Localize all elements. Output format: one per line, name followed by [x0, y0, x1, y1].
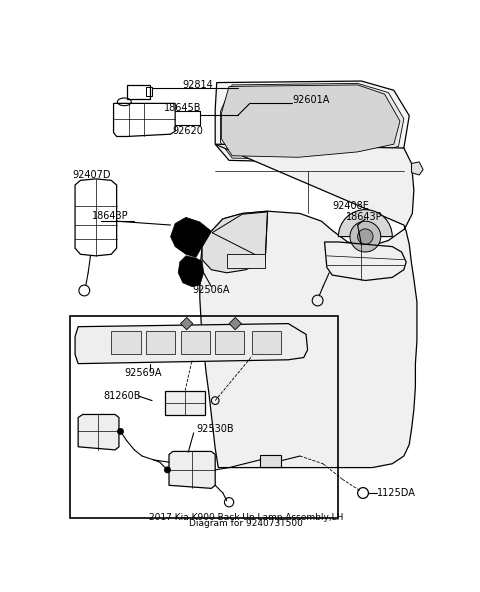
Text: 2017 Kia K900 Back Up Lamp Assembly,LH: 2017 Kia K900 Back Up Lamp Assembly,LH: [149, 513, 343, 522]
Polygon shape: [170, 217, 211, 258]
Text: 18643P: 18643P: [346, 213, 383, 223]
Polygon shape: [411, 162, 423, 175]
Polygon shape: [221, 83, 404, 160]
Bar: [146, 330, 175, 353]
Bar: [127, 85, 150, 99]
Polygon shape: [215, 81, 409, 162]
Polygon shape: [221, 85, 400, 157]
Bar: [252, 330, 281, 353]
Text: 92814: 92814: [183, 80, 214, 90]
Text: 92407D: 92407D: [72, 170, 110, 180]
Bar: [227, 255, 265, 268]
Bar: [215, 330, 244, 353]
Text: 92601A: 92601A: [292, 95, 330, 105]
Circle shape: [350, 221, 381, 252]
Text: 18645B: 18645B: [164, 103, 201, 113]
Circle shape: [358, 229, 373, 244]
Text: 92620: 92620: [173, 126, 204, 136]
Text: 1125DA: 1125DA: [377, 488, 416, 498]
Polygon shape: [229, 317, 241, 330]
Text: 92506A: 92506A: [192, 285, 229, 295]
Circle shape: [118, 429, 123, 435]
Wedge shape: [338, 210, 392, 237]
Polygon shape: [169, 452, 215, 488]
Circle shape: [164, 467, 170, 473]
Text: 81260B: 81260B: [104, 391, 141, 401]
Polygon shape: [200, 144, 417, 468]
Text: 92569A: 92569A: [124, 368, 162, 378]
Polygon shape: [202, 211, 267, 273]
Polygon shape: [178, 256, 204, 287]
Bar: [71, 316, 338, 517]
Bar: [165, 391, 205, 415]
Bar: [260, 455, 281, 467]
Bar: [111, 330, 141, 353]
Text: Diagram for 924073T500: Diagram for 924073T500: [189, 519, 303, 528]
Polygon shape: [78, 414, 119, 450]
Text: 92530B: 92530B: [196, 424, 234, 434]
Bar: [180, 330, 210, 353]
Polygon shape: [180, 317, 193, 330]
Text: 18643P: 18643P: [92, 211, 129, 221]
Text: 92408E: 92408E: [332, 201, 369, 211]
Polygon shape: [75, 324, 308, 363]
Bar: [146, 87, 152, 96]
